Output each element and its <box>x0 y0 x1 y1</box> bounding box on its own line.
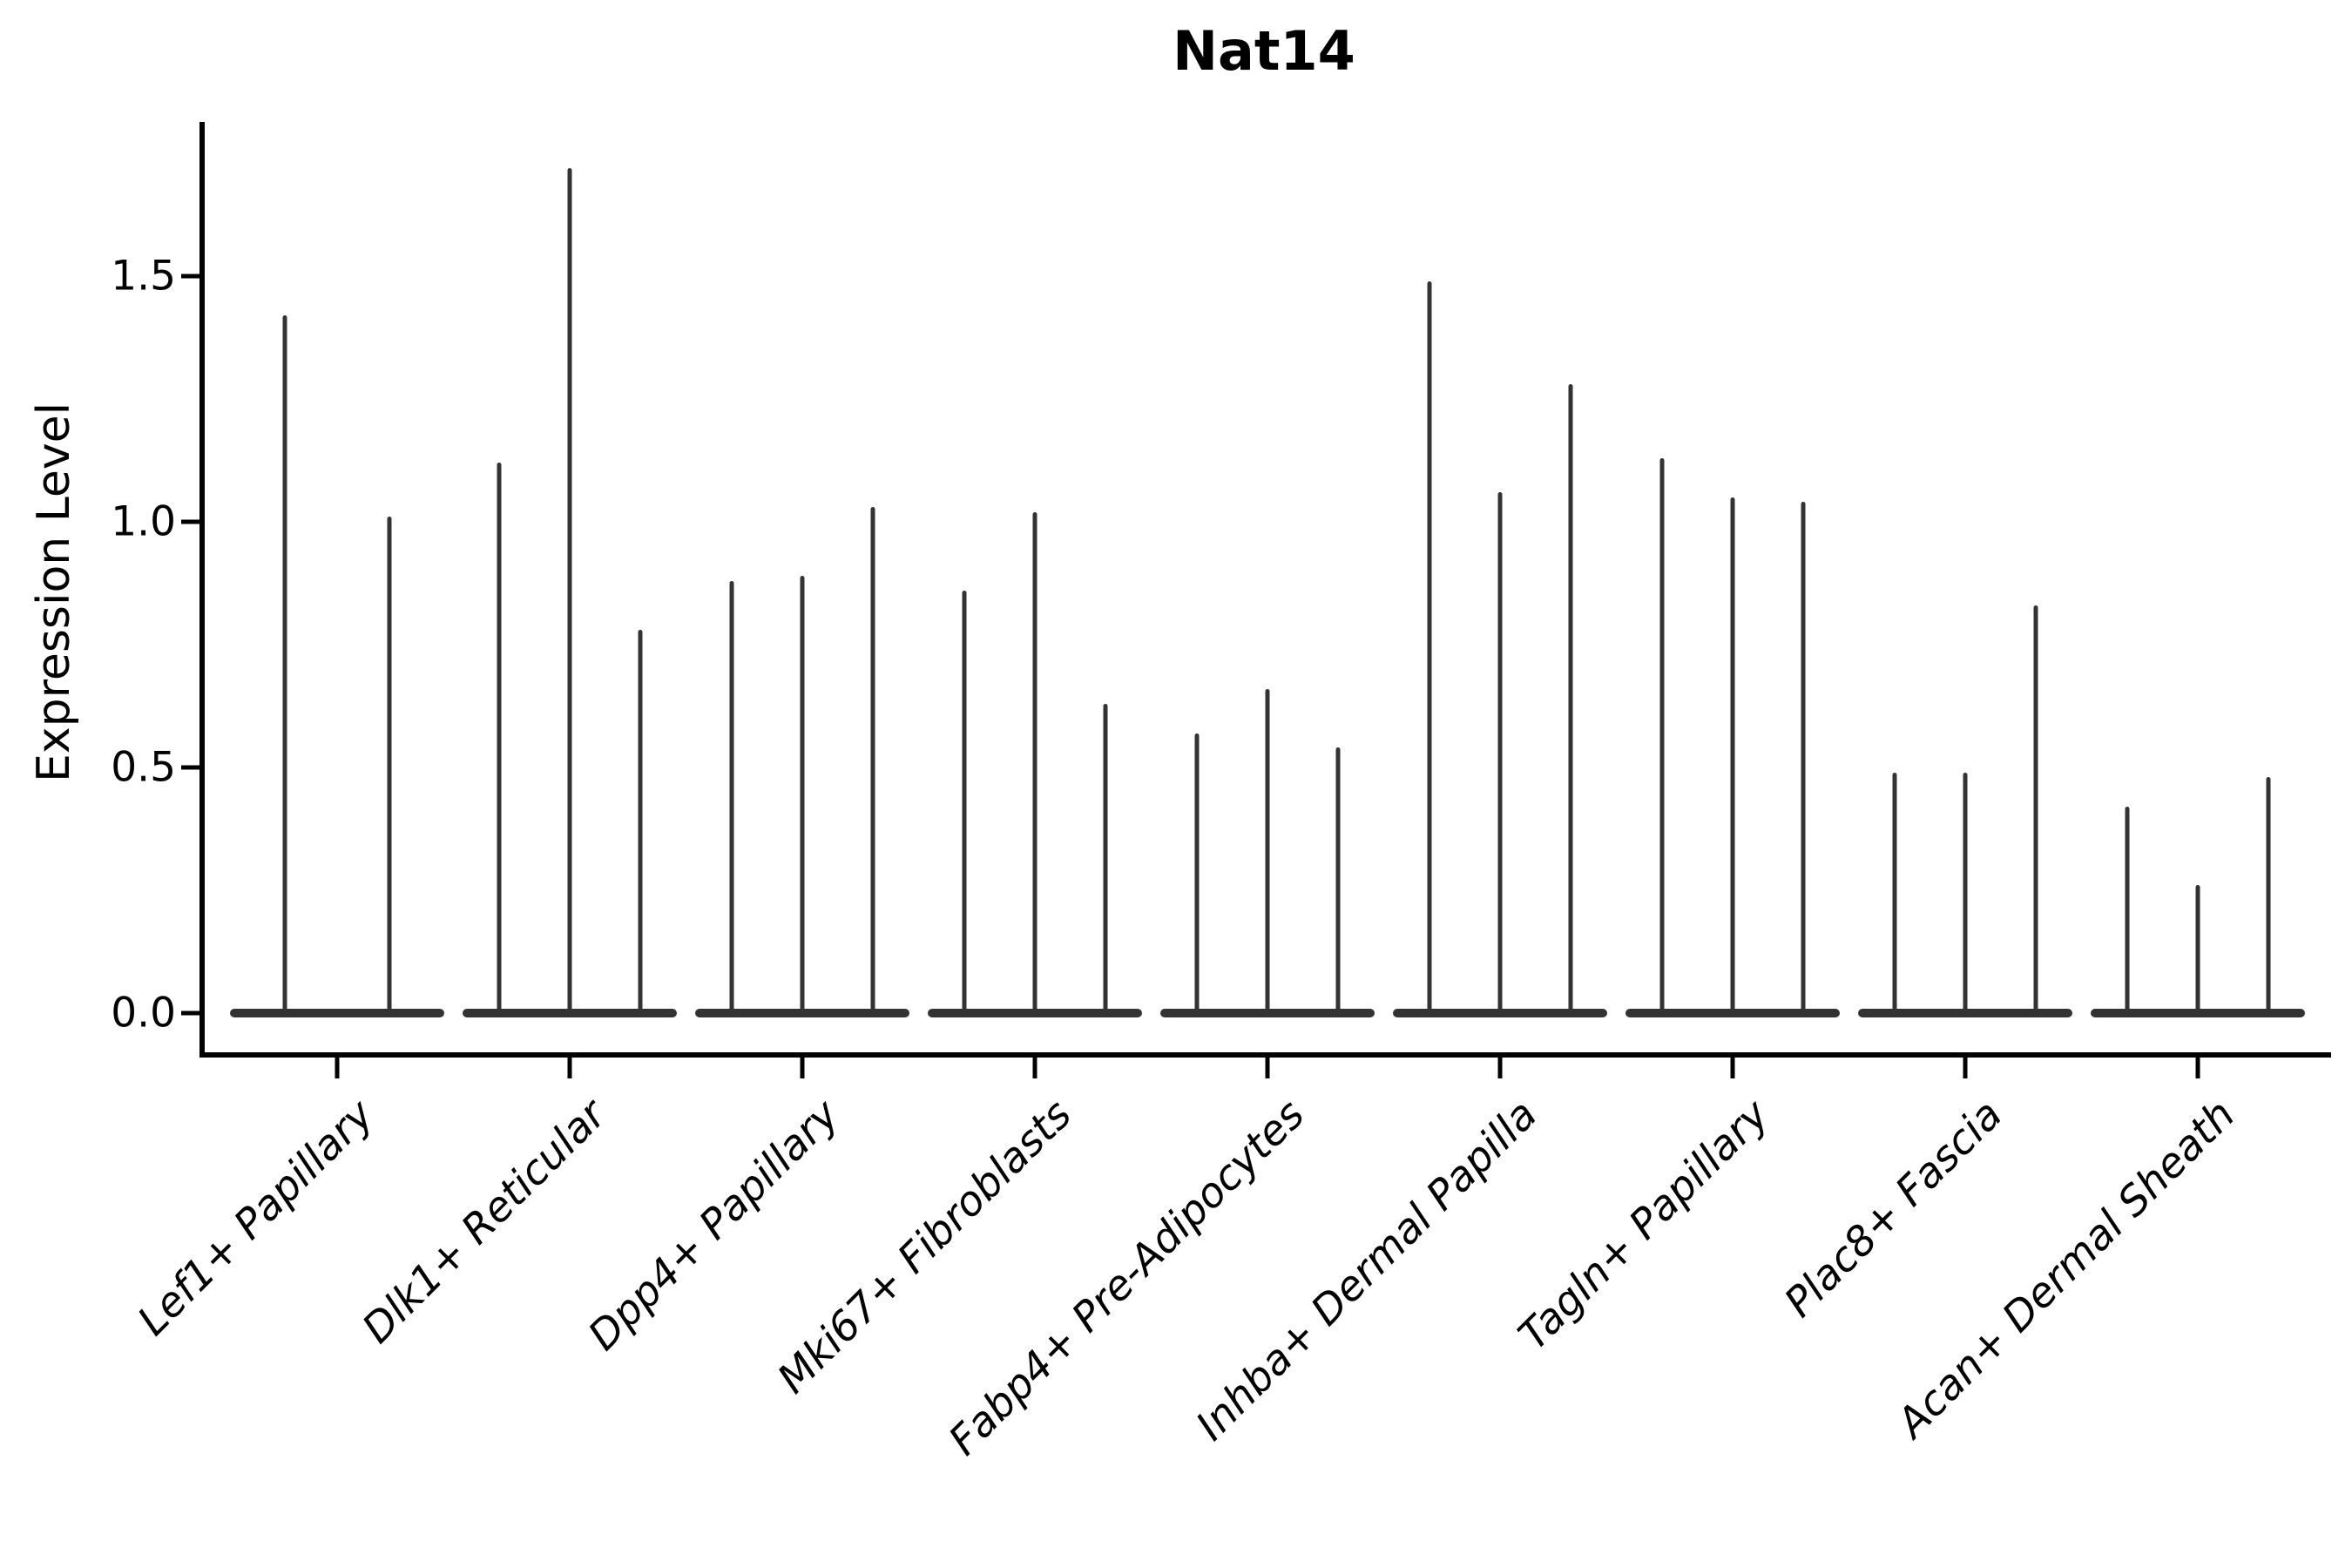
violin-spike <box>729 580 734 1017</box>
y-axis-spine <box>199 122 205 1058</box>
chart-title: Nat14 <box>1173 19 1355 83</box>
y-tick-label: 1.0 <box>111 497 176 546</box>
y-axis-label: Expression Level <box>28 402 80 783</box>
y-tick-mark <box>181 765 202 770</box>
violin-spike <box>638 630 643 1017</box>
violin-spike <box>1892 772 1897 1017</box>
x-tick-label: Lef1+ Papillary <box>128 1091 383 1346</box>
violin-spike <box>2033 605 2038 1017</box>
x-tick-mark <box>1963 1058 1968 1078</box>
violin-spike <box>497 463 502 1017</box>
x-tick-mark <box>2195 1058 2200 1078</box>
x-tick-mark <box>1730 1058 1735 1078</box>
violin-spike <box>962 590 967 1017</box>
violin-spike <box>282 315 287 1017</box>
x-tick-label: Dlk1+ Reticular <box>353 1091 616 1353</box>
x-axis-spine <box>199 1052 2331 1058</box>
violin-spike <box>1103 703 1108 1017</box>
x-tick-mark <box>335 1058 340 1078</box>
violin-spike <box>1497 492 1503 1017</box>
x-tick-mark <box>567 1058 572 1078</box>
violin-spike <box>387 517 392 1017</box>
violin-spike <box>567 167 572 1017</box>
violin-spike <box>2195 885 2200 1017</box>
x-tick-label: Plac8+ Fascia <box>1774 1091 2011 1328</box>
violin-spike <box>2125 807 2130 1017</box>
violin-spike <box>1730 497 1735 1017</box>
violin-spike <box>1963 772 1968 1017</box>
x-tick-mark <box>1265 1058 1270 1078</box>
violin-base <box>230 1009 444 1017</box>
y-tick-mark <box>181 274 202 279</box>
violin-spike <box>1568 384 1573 1017</box>
violin-spike <box>1427 280 1432 1017</box>
violin-spike <box>1801 502 1806 1017</box>
violin-spike <box>1335 747 1341 1017</box>
x-tick-label: Dpp4+ Papillary <box>578 1091 848 1361</box>
x-tick-mark <box>800 1058 805 1078</box>
y-tick-mark <box>181 1010 202 1016</box>
x-tick-label: Tagln+ Papillary <box>1510 1091 1779 1360</box>
violin-spike <box>870 507 875 1017</box>
violin-spike <box>1194 733 1200 1017</box>
y-tick-label: 0.0 <box>111 989 176 1037</box>
y-tick-mark <box>181 519 202 524</box>
violin-spike <box>2266 777 2271 1017</box>
x-tick-mark <box>1497 1058 1503 1078</box>
y-tick-label: 1.5 <box>111 252 176 301</box>
y-tick-label: 0.5 <box>111 743 176 792</box>
violin-spike <box>800 576 805 1017</box>
violin-spike <box>1265 688 1270 1017</box>
violin-spike <box>1032 511 1037 1017</box>
x-tick-mark <box>1032 1058 1037 1078</box>
violin-spike <box>1659 457 1665 1017</box>
